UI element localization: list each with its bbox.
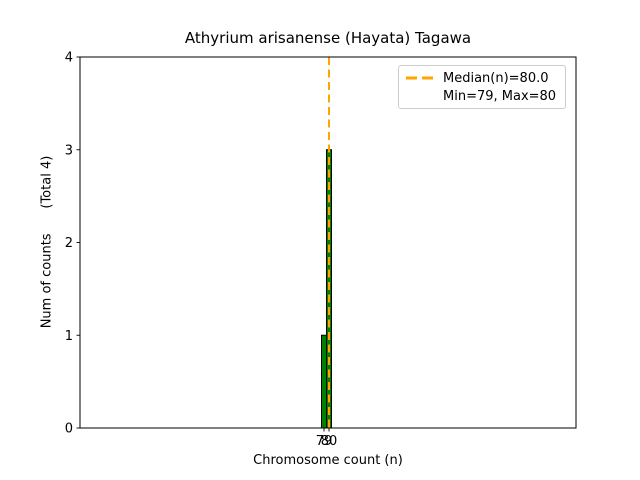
y-tick-label: 3 [65, 143, 73, 158]
legend: Median(n)=80.0 Min=79, Max=80 [398, 65, 567, 109]
x-tick-label: 79 [316, 434, 333, 449]
chart-title: Athyrium arisanense (Hayata) Tagawa [184, 29, 472, 47]
median-dashed-line-icon [406, 76, 434, 80]
x-axis-label: Chromosome count (n) [253, 453, 403, 468]
histogram-bar [321, 334, 327, 429]
legend-blank-marker [406, 93, 434, 99]
y-tick-label: 0 [65, 422, 73, 437]
y-axis-label: Num of counts (Total 4) [39, 155, 55, 329]
legend-label-minmax: Min=79, Max=80 [443, 88, 557, 104]
legend-item-minmax: Min=79, Max=80 [406, 87, 556, 105]
y-tick-label: 2 [65, 236, 73, 251]
y-tick-label: 1 [65, 329, 73, 344]
legend-label-median: Median(n)=80.0 [443, 70, 549, 86]
y-tick-label: 4 [65, 51, 73, 66]
legend-item-median: Median(n)=80.0 [406, 69, 556, 87]
x-tick-label: 80 [321, 434, 338, 449]
